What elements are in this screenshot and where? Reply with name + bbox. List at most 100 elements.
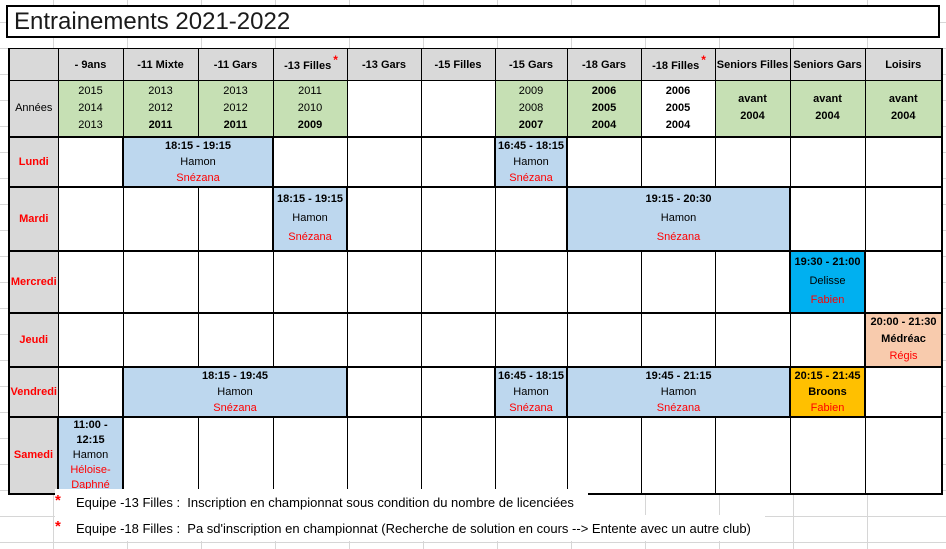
- column-header-loisirs[interactable]: Loisirs: [864, 48, 943, 81]
- session-cell[interactable]: 18:15 - 19:15 Hamon Snézana: [122, 135, 274, 188]
- years-cell[interactable]: 2011 2010 2009: [272, 80, 348, 137]
- session-cell[interactable]: 20:00 - 21:30 Médréac Régis: [864, 311, 943, 368]
- empty-cell[interactable]: [714, 135, 791, 187]
- empty-cell[interactable]: [420, 135, 496, 187]
- footnote-line[interactable]: * Equipe -13 Filles : Inscription en cham…: [55, 489, 588, 515]
- column-header-11-gars[interactable]: -11 Gars: [197, 48, 274, 81]
- empty-cell[interactable]: [714, 311, 791, 367]
- day-label-mardi[interactable]: Mardi: [8, 185, 59, 251]
- session-cell[interactable]: 18:15 - 19:45 Hamon Snézana: [122, 365, 348, 418]
- years-cell[interactable]: avant 2004: [864, 80, 943, 137]
- empty-cell[interactable]: [346, 135, 422, 187]
- empty-cell[interactable]: [864, 249, 943, 313]
- session-cell[interactable]: 19:30 - 21:00 Delisse Fabien: [789, 249, 866, 314]
- years-cell[interactable]: avant 2004: [789, 80, 866, 137]
- day-label-jeudi[interactable]: Jeudi: [8, 311, 59, 367]
- empty-cell[interactable]: [346, 365, 422, 417]
- empty-cell[interactable]: [864, 185, 943, 251]
- empty-cell[interactable]: [272, 311, 348, 367]
- empty-cell[interactable]: [420, 311, 496, 367]
- empty-cell[interactable]: [272, 135, 348, 187]
- empty-cell[interactable]: [272, 415, 348, 494]
- empty-cell[interactable]: [789, 311, 866, 367]
- years-cell[interactable]: [420, 80, 496, 137]
- column-header-seniors-filles[interactable]: Seniors Filles: [714, 48, 791, 81]
- session-cell[interactable]: 19:15 - 20:30 Hamon Snézana: [566, 185, 791, 252]
- empty-cell[interactable]: [197, 311, 274, 367]
- empty-cell[interactable]: [57, 311, 124, 367]
- footnote-line[interactable]: * Equipe -18 Filles : Pa sd'inscription e…: [55, 515, 765, 541]
- years-cell[interactable]: 2006 2005 2004: [566, 80, 642, 137]
- empty-cell[interactable]: [197, 415, 274, 494]
- empty-cell[interactable]: [122, 415, 199, 494]
- column-header-18-filles[interactable]: -18 Filles *: [640, 48, 716, 81]
- day-label-vendredi[interactable]: Vendredi: [8, 365, 59, 417]
- empty-cell[interactable]: [197, 249, 274, 313]
- empty-cell[interactable]: [420, 415, 496, 494]
- empty-cell[interactable]: [122, 249, 199, 313]
- years-row-label[interactable]: Années: [8, 80, 59, 137]
- empty-cell[interactable]: [346, 415, 422, 494]
- session-cell[interactable]: 19:45 - 21:15 Hamon Snézana: [566, 365, 791, 418]
- title-box[interactable]: Entrainements 2021-2022: [6, 5, 940, 38]
- empty-cell[interactable]: [420, 249, 496, 313]
- empty-cell[interactable]: [640, 135, 716, 187]
- column-header-15-gars[interactable]: -15 Gars: [494, 48, 568, 81]
- years-cell[interactable]: 2013 2012 2011: [122, 80, 199, 137]
- empty-cell[interactable]: [566, 135, 642, 187]
- empty-cell[interactable]: [789, 415, 866, 494]
- empty-cell[interactable]: [566, 249, 642, 313]
- column-header-9ans[interactable]: - 9ans: [57, 48, 124, 81]
- day-label-lundi[interactable]: Lundi: [8, 135, 59, 187]
- empty-cell[interactable]: [640, 415, 716, 494]
- empty-cell[interactable]: [57, 185, 124, 251]
- empty-cell[interactable]: [494, 185, 568, 251]
- empty-cell[interactable]: [57, 365, 124, 417]
- empty-cell[interactable]: [57, 249, 124, 313]
- empty-cell[interactable]: [789, 185, 866, 251]
- empty-cell[interactable]: [420, 365, 496, 417]
- years-cell[interactable]: 2006 2005 2004: [640, 80, 716, 137]
- empty-cell[interactable]: [346, 311, 422, 367]
- day-label-samedi[interactable]: Samedi: [8, 415, 59, 494]
- years-cell[interactable]: 2013 2012 2011: [197, 80, 274, 137]
- empty-cell[interactable]: [57, 135, 124, 187]
- empty-cell[interactable]: [789, 135, 866, 187]
- session-cell[interactable]: 16:45 - 18:15 Hamon Snézana: [494, 135, 568, 188]
- column-header-13-filles[interactable]: -13 Filles *: [272, 48, 348, 81]
- empty-cell[interactable]: [122, 311, 199, 367]
- empty-cell[interactable]: [566, 415, 642, 494]
- empty-cell[interactable]: [346, 249, 422, 313]
- column-header-seniors-gars[interactable]: Seniors Gars: [789, 48, 866, 81]
- empty-cell[interactable]: [494, 249, 568, 313]
- empty-cell[interactable]: [714, 249, 791, 313]
- session-cell[interactable]: 16:45 - 18:15 Hamon Snézana: [494, 365, 568, 418]
- empty-cell[interactable]: [714, 415, 791, 494]
- day-label-mercredi[interactable]: Mercredi: [8, 249, 59, 313]
- empty-cell[interactable]: [197, 185, 274, 251]
- column-header-18-gars[interactable]: -18 Gars: [566, 48, 642, 81]
- session-cell[interactable]: 20:15 - 21:45 Broons Fabien: [789, 365, 866, 418]
- empty-cell[interactable]: [864, 415, 943, 494]
- empty-cell[interactable]: [494, 311, 568, 367]
- years-cell[interactable]: 2015 2014 2013: [57, 80, 124, 137]
- session-cell[interactable]: 18:15 - 19:15 Hamon Snézana: [272, 185, 348, 252]
- empty-cell[interactable]: [494, 415, 568, 494]
- empty-cell[interactable]: [122, 185, 199, 251]
- corner-cell[interactable]: [8, 48, 59, 81]
- years-cell[interactable]: 2009 2008 2007: [494, 80, 568, 137]
- empty-cell[interactable]: [272, 249, 348, 313]
- empty-cell[interactable]: [346, 185, 422, 251]
- column-header-15-filles[interactable]: -15 Filles: [420, 48, 496, 81]
- empty-cell[interactable]: [420, 185, 496, 251]
- empty-cell[interactable]: [566, 311, 642, 367]
- empty-cell[interactable]: [864, 135, 943, 187]
- empty-cell[interactable]: [640, 249, 716, 313]
- years-cell[interactable]: [346, 80, 422, 137]
- column-header-13-gars[interactable]: -13 Gars: [346, 48, 422, 81]
- column-header-11-mixte[interactable]: -11 Mixte: [122, 48, 199, 81]
- session-cell[interactable]: 11:00 - 12:15 Hamon Héloise-Daphné: [57, 415, 124, 495]
- empty-cell[interactable]: [864, 365, 943, 417]
- years-cell[interactable]: avant 2004: [714, 80, 791, 137]
- empty-cell[interactable]: [640, 311, 716, 367]
